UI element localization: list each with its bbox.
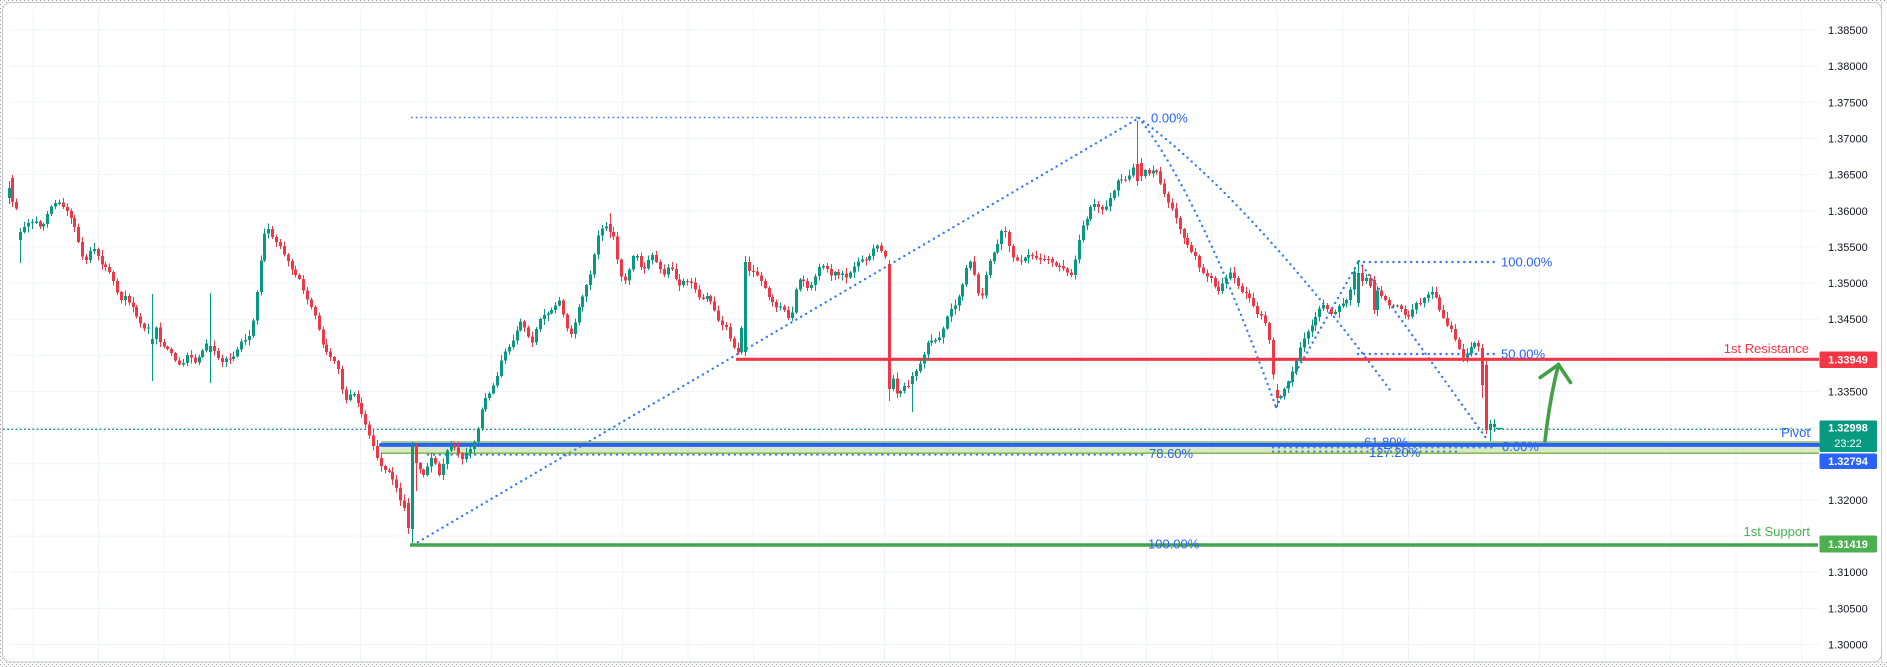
svg-text:1.35500: 1.35500 [1828,242,1868,254]
svg-text:1st Resistance: 1st Resistance [1724,341,1809,356]
svg-text:Pivot: Pivot [1781,425,1810,440]
svg-text:100.00%: 100.00% [1501,255,1553,270]
svg-text:1.32794: 1.32794 [1828,456,1869,468]
svg-text:0.00%: 0.00% [1151,111,1188,126]
svg-text:1.33949: 1.33949 [1828,355,1868,367]
svg-text:1.36500: 1.36500 [1828,170,1868,182]
svg-text:1.35000: 1.35000 [1828,278,1868,290]
svg-text:78.60%: 78.60% [1149,446,1194,461]
svg-text:1.30500: 1.30500 [1828,603,1868,615]
svg-text:1.37500: 1.37500 [1828,97,1868,109]
svg-text:1.33500: 1.33500 [1828,387,1868,399]
svg-text:1.38000: 1.38000 [1828,61,1868,73]
svg-text:1.30000: 1.30000 [1828,640,1868,652]
svg-text:1.32998: 1.32998 [1828,423,1868,435]
svg-text:1.31000: 1.31000 [1828,567,1868,579]
svg-text:50.00%: 50.00% [1501,347,1546,362]
svg-text:1.38500: 1.38500 [1828,25,1868,37]
svg-text:1.32000: 1.32000 [1828,495,1868,507]
svg-text:1.37000: 1.37000 [1828,133,1868,145]
svg-text:100.00%: 100.00% [1148,537,1200,552]
svg-text:1.31419: 1.31419 [1828,539,1868,551]
svg-text:1.34500: 1.34500 [1828,314,1868,326]
svg-text:23:22: 23:22 [1834,438,1862,450]
svg-text:1.36000: 1.36000 [1828,206,1868,218]
svg-text:1st Support: 1st Support [1744,524,1811,539]
svg-text:61.80%: 61.80% [1364,435,1409,450]
svg-text:127.20%: 127.20% [1369,445,1421,460]
svg-text:0.00%: 0.00% [1502,439,1539,454]
